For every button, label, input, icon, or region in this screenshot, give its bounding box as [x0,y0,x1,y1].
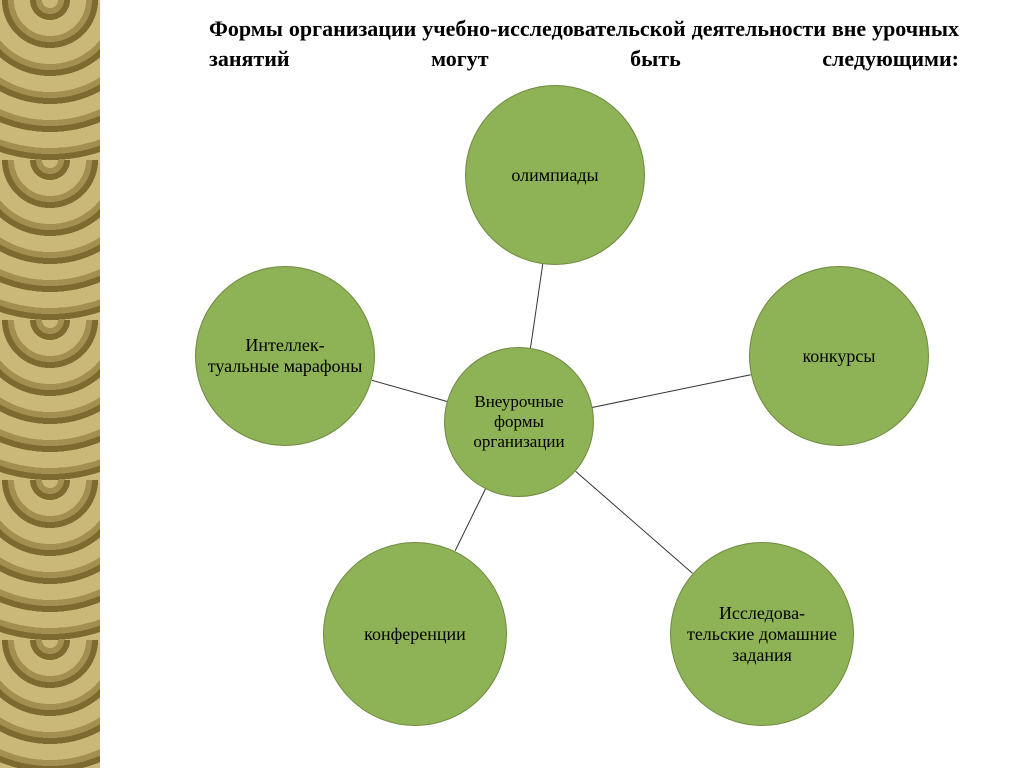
center-node: Внеурочные формы организации [444,347,594,497]
diagram-edge [455,489,486,552]
node-label: олимпиады [503,165,606,186]
diagram-edge [575,471,693,574]
node-label: конкурсы [794,346,883,367]
outer-node-2: Исследова- тельские домашние задания [670,542,854,726]
node-label: конференции [356,624,474,645]
diagram-edge [530,264,543,348]
page-title: Формы организации учебно-исследовательск… [209,14,959,73]
node-label: Внеурочные формы организации [445,392,593,452]
outer-node-1: конкурсы [749,266,929,446]
diagram-edge [592,374,751,408]
outer-node-0: олимпиады [465,85,645,265]
diagram-edge [372,379,447,401]
node-label: Исследова- тельские домашние задания [671,603,853,666]
node-label: Интеллек- туальные марафоны [200,335,371,377]
outer-node-4: Интеллек- туальные марафоны [195,266,375,446]
decorative-left-border [0,0,100,768]
outer-node-3: конференции [323,542,507,726]
